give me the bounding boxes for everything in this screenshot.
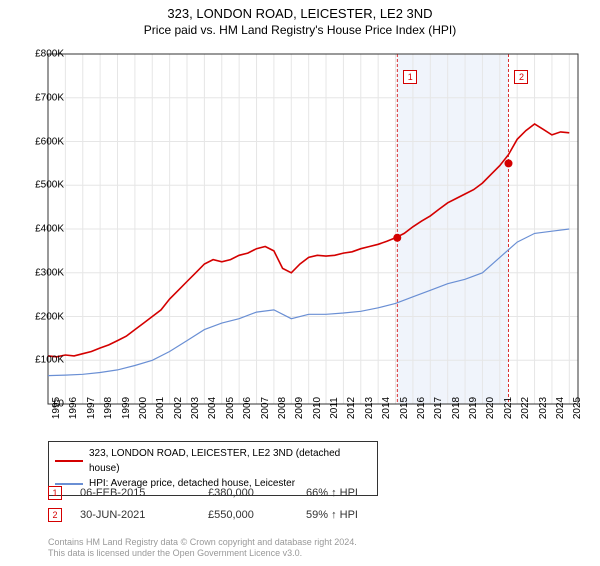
x-axis-tick-label: 2008 xyxy=(277,397,288,419)
y-axis-tick-label: £600K xyxy=(4,136,64,147)
sale-row-hpi-delta: 66% ↑ HPI xyxy=(306,487,396,499)
y-axis-tick-label: £300K xyxy=(4,267,64,278)
x-axis-tick-label: 2020 xyxy=(485,397,496,419)
sale-row-marker: 2 xyxy=(48,508,62,522)
x-axis-tick-label: 2012 xyxy=(346,397,357,419)
footer-attribution: Contains HM Land Registry data © Crown c… xyxy=(48,537,357,560)
y-axis-tick-label: £200K xyxy=(4,311,64,322)
chart-title: 323, LONDON ROAD, LEICESTER, LE2 3ND xyxy=(0,6,600,21)
sale-row-hpi-delta: 59% ↑ HPI xyxy=(306,509,396,521)
sale-marker-2: 2 xyxy=(514,70,528,84)
sale-marker-1: 1 xyxy=(403,70,417,84)
x-axis-tick-label: 2011 xyxy=(329,397,340,419)
x-axis-tick-label: 2010 xyxy=(312,397,323,419)
x-axis-tick-label: 2022 xyxy=(520,397,531,419)
x-axis-tick-label: 2018 xyxy=(451,397,462,419)
y-axis-tick-label: £100K xyxy=(4,355,64,366)
x-axis-tick-label: 2015 xyxy=(399,397,410,419)
x-axis-tick-label: 2005 xyxy=(225,397,236,419)
x-axis-tick-label: 2009 xyxy=(294,397,305,419)
legend-label: 323, LONDON ROAD, LEICESTER, LE2 3ND (de… xyxy=(89,446,371,476)
x-axis-tick-label: 2019 xyxy=(468,397,479,419)
x-axis-tick-label: 2002 xyxy=(173,397,184,419)
y-axis-tick-label: £800K xyxy=(4,49,64,60)
sale-row: 1 06-FEB-2015 £380,000 66% ↑ HPI xyxy=(48,482,396,504)
sale-row-price: £380,000 xyxy=(208,487,288,499)
chart-subtitle: Price paid vs. HM Land Registry's House … xyxy=(0,23,600,37)
x-axis-tick-label: 2016 xyxy=(416,397,427,419)
sale-row-date: 30-JUN-2021 xyxy=(80,509,190,521)
sale-row-price: £550,000 xyxy=(208,509,288,521)
x-axis-tick-label: 2025 xyxy=(572,397,583,419)
x-axis-tick-label: 1995 xyxy=(51,397,62,419)
x-axis-tick-label: 1999 xyxy=(121,397,132,419)
legend-color-swatch xyxy=(55,460,83,462)
x-axis-tick-label: 2017 xyxy=(433,397,444,419)
y-axis-tick-label: £400K xyxy=(4,224,64,235)
sale-row: 2 30-JUN-2021 £550,000 59% ↑ HPI xyxy=(48,504,396,526)
sale-row-date: 06-FEB-2015 xyxy=(80,487,190,499)
x-axis-tick-label: 2003 xyxy=(190,397,201,419)
x-axis-tick-label: 2013 xyxy=(364,397,375,419)
chart-plot-area xyxy=(48,54,578,404)
x-axis-tick-label: 1998 xyxy=(103,397,114,419)
x-axis-tick-label: 2021 xyxy=(503,397,514,419)
x-axis-tick-label: 2006 xyxy=(242,397,253,419)
y-axis-tick-label: £700K xyxy=(4,92,64,103)
x-axis-tick-label: 2023 xyxy=(538,397,549,419)
x-axis-tick-label: 2000 xyxy=(138,397,149,419)
x-axis-tick-label: 2024 xyxy=(555,397,566,419)
legend-item: 323, LONDON ROAD, LEICESTER, LE2 3ND (de… xyxy=(55,446,371,476)
y-axis-tick-label: £500K xyxy=(4,180,64,191)
x-axis-tick-label: 2014 xyxy=(381,397,392,419)
x-axis-tick-label: 2007 xyxy=(260,397,271,419)
sales-table: 1 06-FEB-2015 £380,000 66% ↑ HPI 2 30-JUN-202… xyxy=(48,482,396,526)
x-axis-tick-label: 2004 xyxy=(207,397,218,419)
x-axis-tick-label: 1997 xyxy=(86,397,97,419)
x-axis-tick-label: 2001 xyxy=(155,397,166,419)
footer-line-1: Contains HM Land Registry data © Crown c… xyxy=(48,537,357,549)
footer-line-2: This data is licensed under the Open Gov… xyxy=(48,548,357,560)
x-axis-tick-label: 1996 xyxy=(68,397,79,419)
sale-row-marker: 1 xyxy=(48,486,62,500)
